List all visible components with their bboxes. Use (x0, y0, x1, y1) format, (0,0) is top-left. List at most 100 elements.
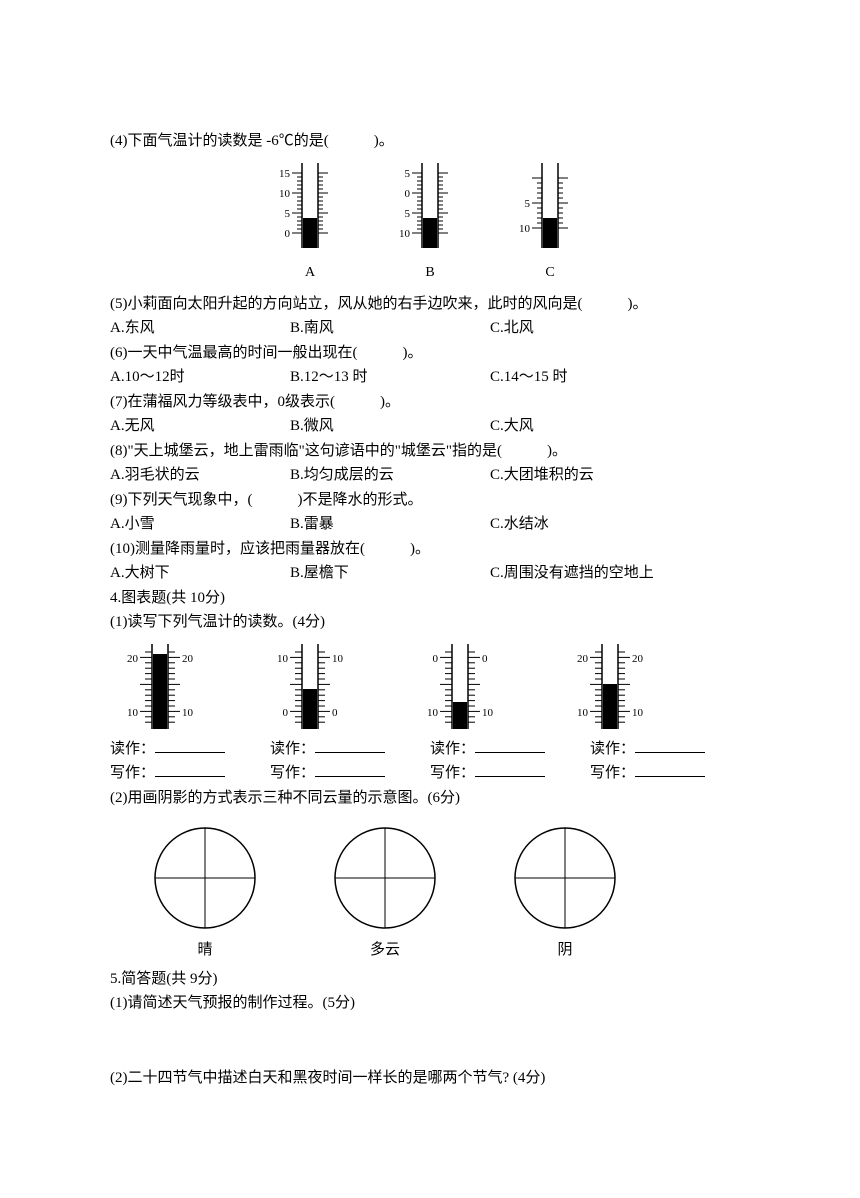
q7-opt-a: A.无风 (110, 415, 290, 438)
q8-text: (8)"天上城堡云，地上雷雨临"这句谚语中的"城堡云"指的是( )。 (110, 440, 750, 463)
svg-text:20: 20 (632, 653, 644, 665)
circles-row: 晴 多云 阴 (150, 823, 750, 962)
thermo4-2-svg: 10 0 10 0 (260, 644, 360, 734)
read-3: 读作： (430, 738, 570, 761)
svg-text:10: 10 (632, 707, 644, 719)
svg-text:0: 0 (332, 707, 338, 719)
q6-options: A.10～12时 B.12～13 时 C.14～15 时 (110, 366, 750, 389)
read-row: 读作： 读作： 读作： 读作： (110, 738, 750, 761)
q7-opt-c: C.大风 (490, 415, 750, 438)
write-4: 写作： (590, 762, 730, 785)
q7-opt-b: B.微风 (290, 415, 490, 438)
svg-text:10: 10 (182, 707, 194, 719)
q9-opt-a: A.小雪 (110, 513, 290, 536)
q8-opt-a: A.羽毛状的云 (110, 464, 290, 487)
q10-opt-c: C.周围没有遮挡的空地上 (490, 562, 750, 585)
q9-opt-b: B.雷暴 (290, 513, 490, 536)
thermo-c-svg: 5 10 (520, 163, 580, 258)
q5-text: (5)小莉面向太阳升起的方向站立，风从她的右手边吹来，此时的风向是( )。 (110, 293, 750, 316)
q5-opt-c: C.北风 (490, 317, 750, 340)
thermo4-2: 10 0 10 0 (260, 644, 360, 734)
q10-options: A.大树下 B.屋檐下 C.周围没有遮挡的空地上 (110, 562, 750, 585)
svg-text:0: 0 (285, 228, 291, 240)
q8-opt-b: B.均匀成层的云 (290, 464, 490, 487)
q5-options: A.东风 B.南风 C.北风 (110, 317, 750, 340)
s5q1-text: (1)请简述天气预报的制作过程。(5分) (110, 992, 750, 1015)
q8-opt-c: C.大团堆积的云 (490, 464, 750, 487)
svg-text:0: 0 (482, 653, 488, 665)
q9-options: A.小雪 B.雷暴 C.水结冰 (110, 513, 750, 536)
svg-text:5: 5 (285, 208, 291, 220)
svg-text:10: 10 (577, 707, 589, 719)
write-3: 写作： (430, 762, 570, 785)
circle-sunny: 晴 (150, 823, 260, 962)
circle-sunny-svg (150, 823, 260, 933)
svg-text:20: 20 (182, 653, 194, 665)
q9-text: (9)下列天气现象中，( )不是降水的形式。 (110, 489, 750, 512)
q10-opt-b: B.屋檐下 (290, 562, 490, 585)
svg-text:15: 15 (280, 168, 291, 180)
svg-text:10: 10 (280, 188, 291, 200)
q10-text: (10)测量降雨量时，应该把雨量器放在( )。 (110, 538, 750, 561)
q6-opt-c: C.14～15 时 (490, 366, 750, 389)
circle-overcast-label: 阴 (557, 939, 572, 962)
thermo4-1: 20 10 20 10 (110, 644, 210, 734)
thermo-b-label: B (425, 262, 434, 283)
svg-text:10: 10 (332, 653, 344, 665)
q7-options: A.无风 B.微风 C.大风 (110, 415, 750, 438)
section4-title: 4.图表题(共 10分) (110, 587, 750, 610)
svg-text:0: 0 (433, 653, 439, 665)
s4q1-thermo-row: 20 10 20 10 10 0 10 0 0 10 0 10 (110, 644, 750, 734)
svg-text:0: 0 (283, 707, 289, 719)
svg-text:10: 10 (277, 653, 289, 665)
q4-thermo-row: 15 10 5 0 A (110, 163, 750, 283)
q5-opt-a: A.东风 (110, 317, 290, 340)
q6-text: (6)一天中气温最高的时间一般出现在( )。 (110, 342, 750, 365)
svg-text:10: 10 (520, 223, 531, 235)
s4q2-text: (2)用画阴影的方式表示三种不同云量的示意图。(6分) (110, 787, 750, 810)
svg-text:10: 10 (482, 707, 494, 719)
svg-text:20: 20 (127, 653, 139, 665)
thermo4-3: 0 10 0 10 (410, 644, 510, 734)
thermo-b-svg: 5 0 5 10 (400, 163, 460, 258)
q8-options: A.羽毛状的云 B.均匀成层的云 C.大团堆积的云 (110, 464, 750, 487)
thermo4-3-svg: 0 10 0 10 (410, 644, 510, 734)
svg-text:10: 10 (427, 707, 439, 719)
thermo-a-label: A (305, 262, 315, 283)
thermo-b: 5 0 5 10 B (400, 163, 460, 283)
read-1: 读作： (110, 738, 250, 761)
svg-text:20: 20 (577, 653, 589, 665)
svg-text:5: 5 (405, 168, 411, 180)
q10-opt-a: A.大树下 (110, 562, 290, 585)
thermo-a: 15 10 5 0 A (280, 163, 340, 283)
q4-text: (4)下面气温计的读数是 -6℃的是( )。 (110, 130, 750, 153)
read-4: 读作： (590, 738, 730, 761)
svg-text:10: 10 (400, 228, 411, 240)
thermo-c-label: C (545, 262, 554, 283)
svg-text:10: 10 (127, 707, 139, 719)
write-1: 写作： (110, 762, 250, 785)
write-2: 写作： (270, 762, 410, 785)
q7-text: (7)在蒲福风力等级表中，0级表示( )。 (110, 391, 750, 414)
circle-cloudy-label: 多云 (370, 939, 400, 962)
write-row: 写作： 写作： 写作： 写作： (110, 762, 750, 785)
s5q2-text: (2)二十四节气中描述白天和黑夜时间一样长的是哪两个节气? (4分) (110, 1067, 750, 1090)
svg-text:5: 5 (525, 198, 531, 210)
circle-overcast: 阴 (510, 823, 620, 962)
circle-overcast-svg (510, 823, 620, 933)
svg-text:5: 5 (405, 208, 411, 220)
thermo4-1-svg: 20 10 20 10 (110, 644, 210, 734)
section5-title: 5.简答题(共 9分) (110, 968, 750, 991)
thermo-a-svg: 15 10 5 0 (280, 163, 340, 258)
q6-opt-a: A.10～12时 (110, 366, 290, 389)
circle-cloudy-svg (330, 823, 440, 933)
thermo-c: 5 10 C (520, 163, 580, 283)
s4q1-text: (1)读写下列气温计的读数。(4分) (110, 611, 750, 634)
svg-text:0: 0 (405, 188, 411, 200)
thermo4-4: 20 10 20 10 (560, 644, 660, 734)
q9-opt-c: C.水结冰 (490, 513, 750, 536)
circle-sunny-label: 晴 (197, 939, 212, 962)
read-2: 读作： (270, 738, 410, 761)
circle-cloudy: 多云 (330, 823, 440, 962)
thermo4-4-svg: 20 10 20 10 (560, 644, 660, 734)
